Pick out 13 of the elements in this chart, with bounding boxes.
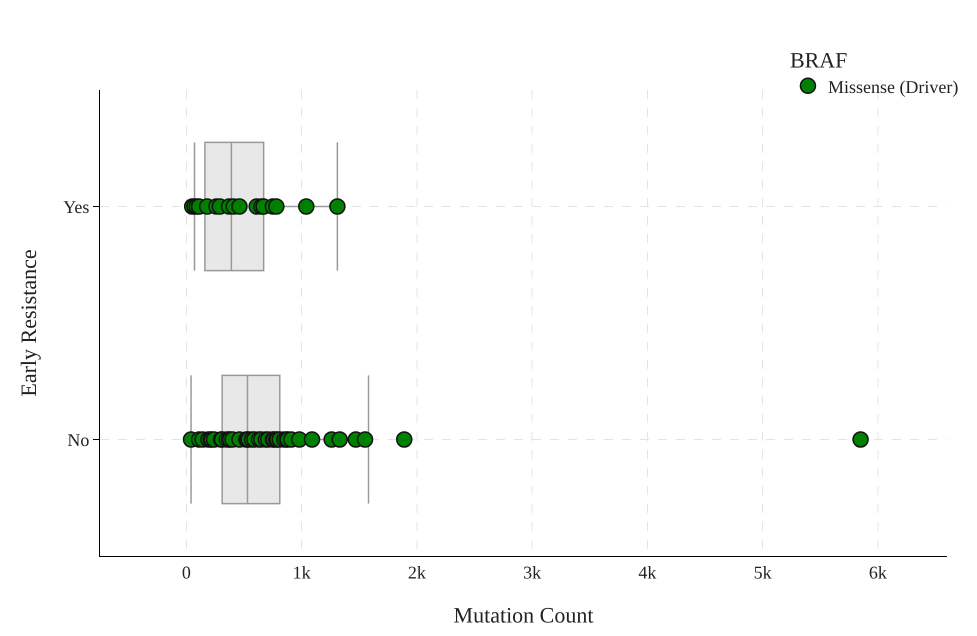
x-tick-label: 2k	[408, 562, 426, 583]
y-tick-label: Yes	[63, 196, 90, 217]
x-tick-label: 1k	[292, 562, 311, 583]
y-tick-label: No	[67, 430, 90, 450]
y-axis-title: Early Resistance	[16, 249, 41, 397]
x-tick-label: 6k	[868, 562, 887, 583]
legend-title: BRAF	[790, 48, 848, 73]
x-tick-label: 3k	[523, 562, 542, 583]
x-tick-label: 5k	[754, 562, 772, 583]
x-tick-label: 4k	[638, 562, 656, 583]
x-axis-title: Mutation Count	[454, 602, 594, 628]
legend-label: Missense (Driver)	[828, 76, 958, 97]
x-tick-label: 0	[182, 562, 191, 583]
